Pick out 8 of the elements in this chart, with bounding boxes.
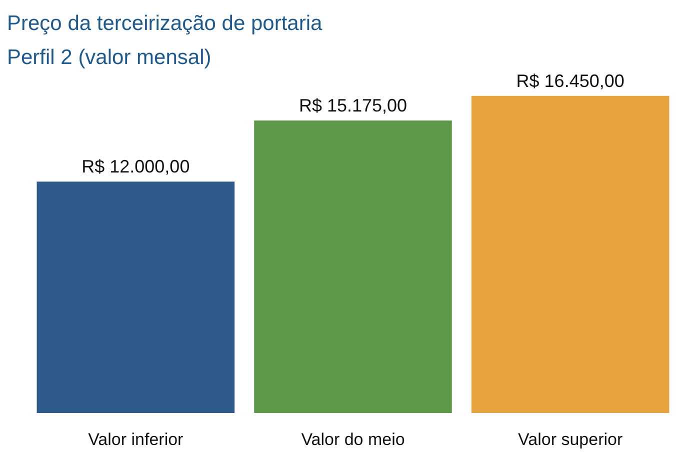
x-tick-label: Valor superior	[518, 430, 623, 449]
x-tick-label: Valor do meio	[301, 430, 405, 449]
data-label: R$ 12.000,00	[82, 156, 190, 177]
data-label: R$ 16.450,00	[516, 70, 624, 91]
chart-subtitle: Perfil 2 (valor mensal)	[7, 46, 212, 69]
chart-title: Preço da terceirização de portaria	[7, 12, 322, 35]
data-label: R$ 15.175,00	[298, 95, 408, 116]
x-tick-label: Valor inferior	[88, 430, 184, 449]
